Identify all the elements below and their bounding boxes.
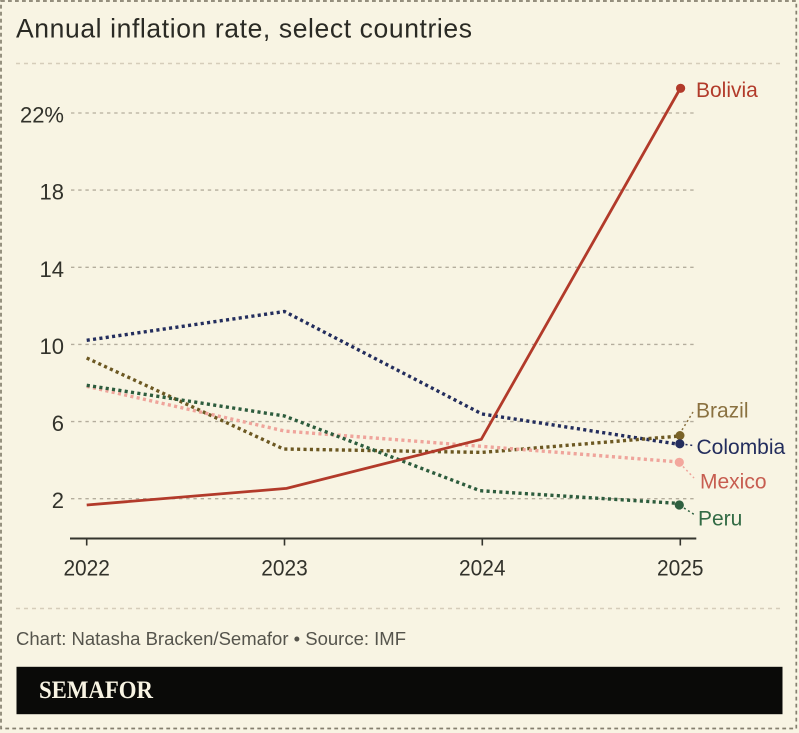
svg-text:Colombia: Colombia [697, 436, 786, 459]
svg-text:Annual inflation rate, select: Annual inflation rate, select countries [16, 14, 472, 44]
svg-text:2023: 2023 [261, 556, 308, 581]
svg-text:18: 18 [40, 180, 64, 205]
svg-text:2: 2 [52, 488, 64, 513]
svg-text:Peru: Peru [698, 507, 742, 530]
svg-text:2025: 2025 [657, 556, 704, 581]
svg-text:Brazil: Brazil [696, 399, 749, 422]
svg-text:SEMAFOR: SEMAFOR [39, 675, 154, 704]
svg-text:2022: 2022 [63, 556, 110, 581]
svg-text:22%: 22% [20, 103, 64, 128]
svg-text:10: 10 [40, 334, 64, 359]
svg-text:Bolivia: Bolivia [696, 79, 758, 102]
svg-text:2024: 2024 [459, 556, 506, 581]
svg-text:Chart: Natasha Bracken/Semafor: Chart: Natasha Bracken/Semafor • Source:… [16, 628, 406, 649]
svg-text:6: 6 [52, 411, 64, 436]
svg-text:Mexico: Mexico [700, 471, 767, 494]
svg-text:14: 14 [40, 257, 64, 282]
